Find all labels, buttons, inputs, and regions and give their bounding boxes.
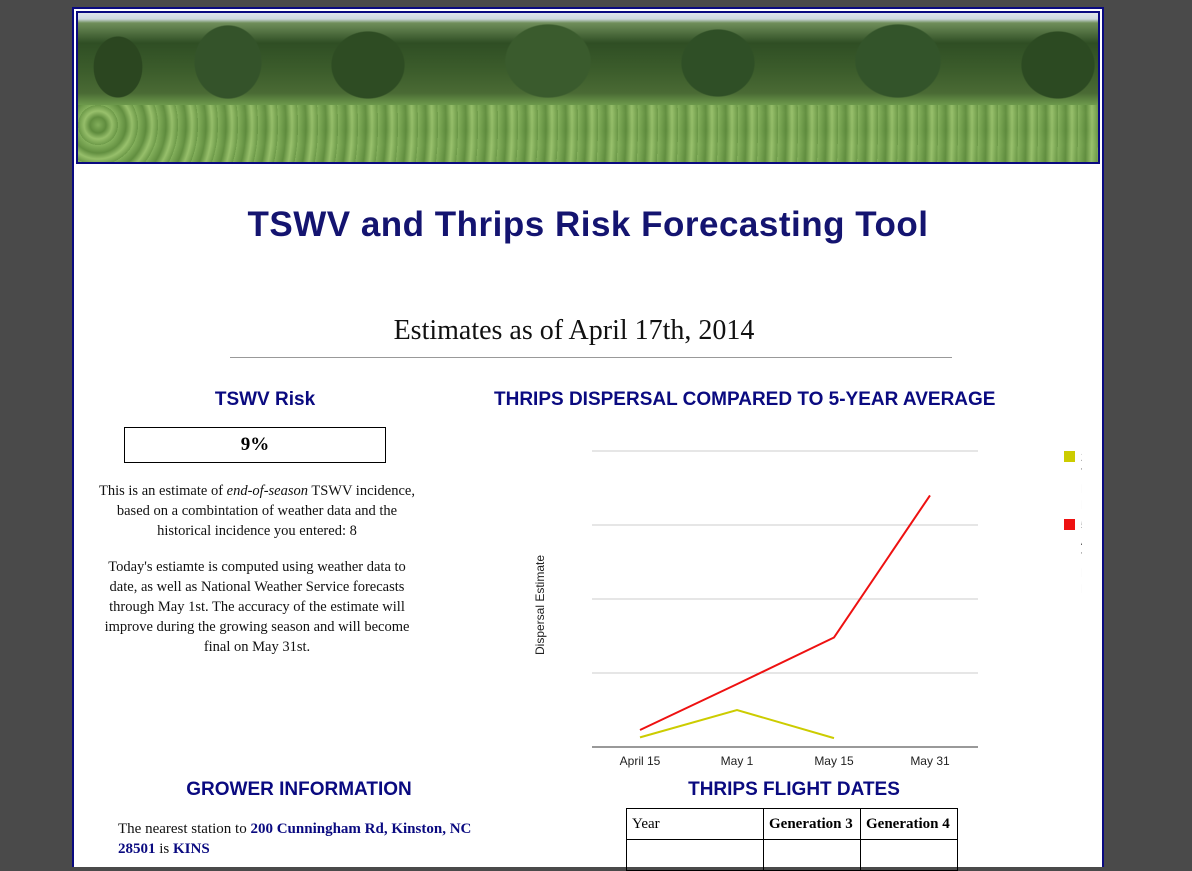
legend-label: Average of bbox=[1081, 534, 1082, 548]
y-axis-label: Dispersal Estimate bbox=[533, 555, 547, 655]
station-link[interactable]: KINS bbox=[173, 841, 210, 857]
series-line bbox=[639, 494, 931, 731]
banner-field bbox=[78, 105, 1098, 162]
legend-label: Dispersal bbox=[1081, 482, 1082, 496]
legend-label: Estimates bbox=[1081, 582, 1082, 596]
x-tick-label: April 15 bbox=[620, 754, 661, 768]
table-cell bbox=[763, 839, 861, 871]
legend-label: Estimate bbox=[1081, 498, 1082, 512]
chart-heading: THRIPS DISPERSAL COMPARED TO 5-YEAR AVER… bbox=[494, 389, 996, 410]
table-header-row: Year Generation 3 Generation 4 bbox=[626, 808, 958, 840]
flight-dates-table: Year Generation 3 Generation 4 bbox=[626, 808, 958, 871]
legend-label: 2014 bbox=[1081, 450, 1082, 464]
grower-text-prefix: The nearest station to bbox=[118, 821, 251, 837]
tswv-accuracy-note: Today's estiamte is computed using weath… bbox=[104, 559, 410, 655]
column-header-year: Year bbox=[626, 808, 764, 840]
legend-label: Dispersal bbox=[1081, 566, 1082, 580]
legend-label: Thrips bbox=[1081, 550, 1082, 564]
tswv-risk-heading: TSWV Risk bbox=[214, 389, 316, 410]
x-tick-label: May 1 bbox=[721, 754, 754, 768]
column-header-generation-4: Generation 4 bbox=[860, 808, 958, 840]
x-tick-label: May 31 bbox=[910, 754, 950, 768]
table-row bbox=[626, 839, 958, 871]
divider bbox=[230, 357, 952, 358]
tswv-explanation-emphasis: end-of-season bbox=[226, 483, 308, 499]
x-tick-label: May 15 bbox=[814, 754, 854, 768]
banner-image bbox=[76, 11, 1100, 164]
table-cell bbox=[626, 839, 764, 871]
column-header-generation-3: Generation 3 bbox=[763, 808, 861, 840]
grower-station-text: The nearest station to 200 Cunningham Rd… bbox=[118, 819, 498, 859]
page-frame: TSWV and Thrips Risk Forecasting Tool Es… bbox=[72, 7, 1104, 871]
tswv-explanation: This is an estimate of end-of-season TSW… bbox=[96, 481, 418, 541]
legend-label: Thrips bbox=[1081, 466, 1082, 480]
grower-information-heading: GROWER INFORMATION bbox=[186, 779, 412, 800]
tswv-explanation-suffix: TSWV incidence, based on a combintation … bbox=[116, 483, 415, 539]
thrips-flight-dates-heading: THRIPS FLIGHT DATES bbox=[688, 779, 900, 800]
banner-treeline bbox=[78, 17, 1098, 107]
tswv-risk-value: 9% bbox=[124, 427, 386, 463]
legend-label: 5-Year bbox=[1081, 518, 1082, 532]
series-line bbox=[639, 708, 835, 740]
estimate-date-heading: Estimates as of April 17th, 2014 bbox=[393, 315, 755, 346]
table-cell bbox=[860, 839, 958, 871]
app-title: TSWV and Thrips Risk Forecasting Tool bbox=[247, 205, 929, 244]
thrips-dispersal-chart: April 15 May 1 May 15 May 31 Dispersal Estim… bbox=[533, 450, 1082, 768]
legend-swatch bbox=[1064, 451, 1075, 462]
legend-swatch bbox=[1064, 519, 1075, 530]
tswv-explanation-prefix: This is an estimate of bbox=[99, 483, 227, 499]
grower-text-mid: is bbox=[155, 841, 174, 857]
